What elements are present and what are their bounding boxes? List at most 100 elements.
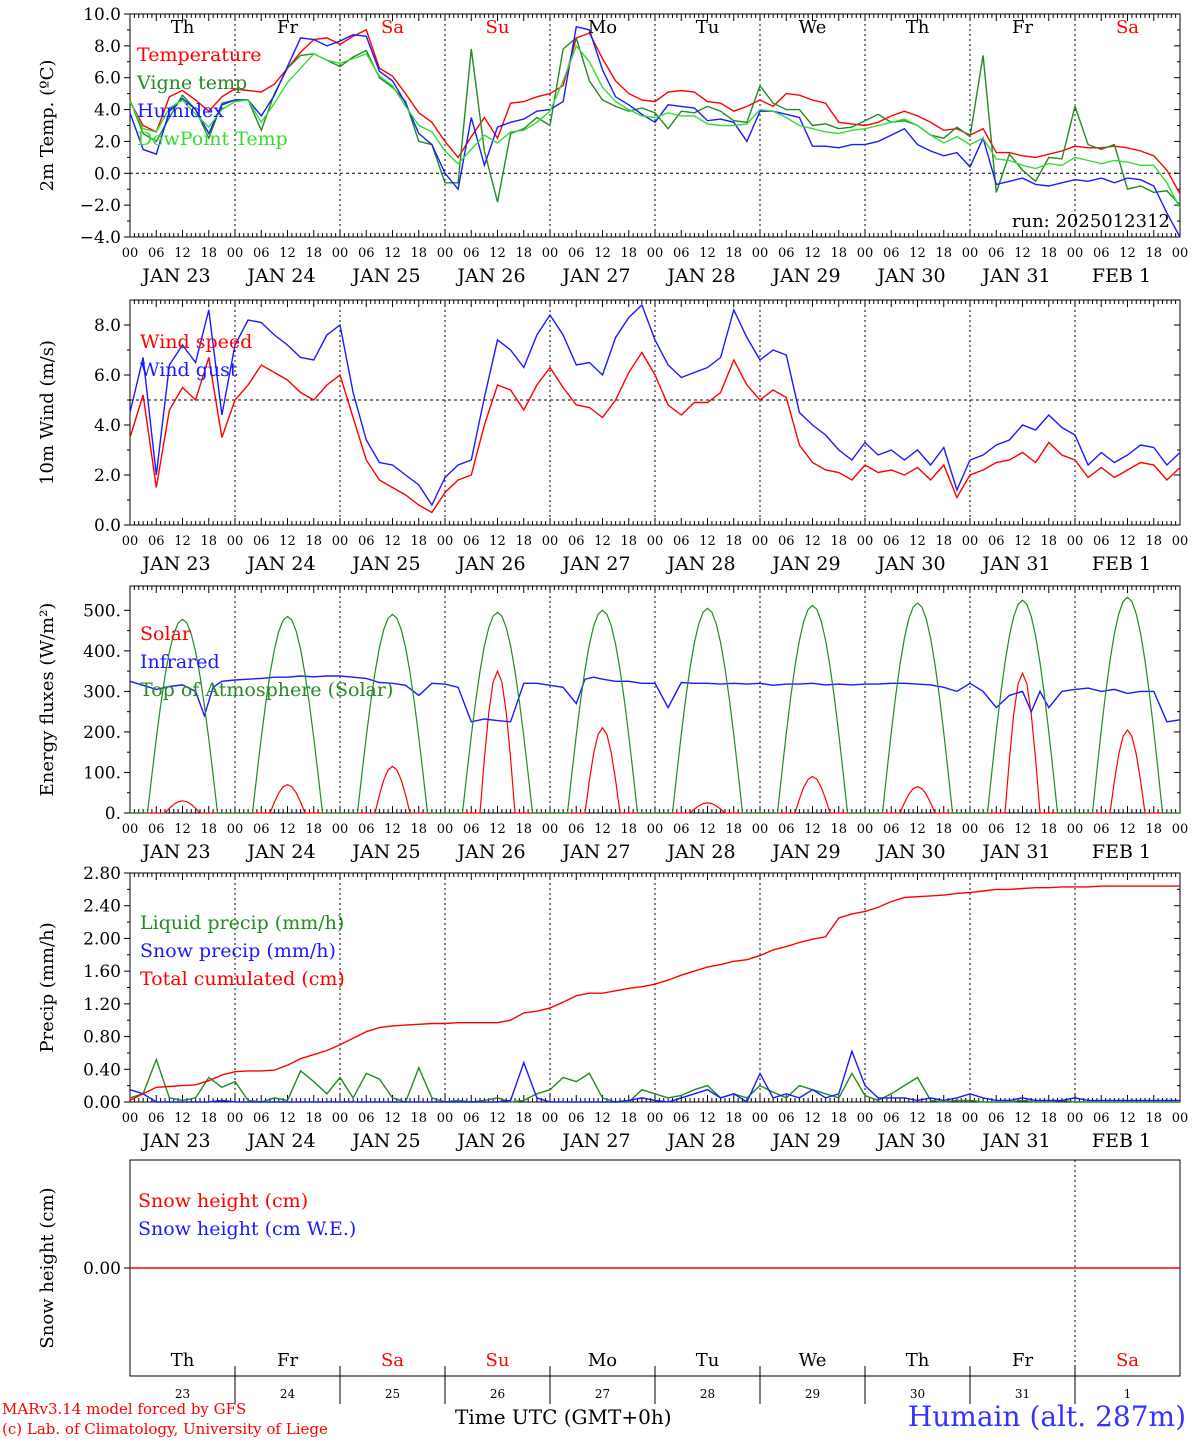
hour-label: 12 bbox=[804, 534, 821, 549]
weekday-label: Th bbox=[906, 17, 930, 38]
hour-label: 18 bbox=[305, 246, 322, 261]
hour-label: 12 bbox=[489, 1111, 506, 1126]
hour-label: 12 bbox=[174, 1111, 191, 1126]
hour-label: 06 bbox=[253, 246, 270, 261]
series-line bbox=[129, 25, 1181, 238]
hour-label: 00 bbox=[647, 534, 664, 549]
hour-label: 00 bbox=[857, 822, 874, 837]
hour-label: 06 bbox=[463, 534, 480, 549]
hour-label: 12 bbox=[174, 246, 191, 261]
y-tick-label: 200. bbox=[83, 723, 121, 743]
hour-label: 06 bbox=[358, 822, 375, 837]
hour-label: 06 bbox=[988, 246, 1005, 261]
hour-label: 18 bbox=[830, 1111, 847, 1126]
hour-label: 18 bbox=[620, 246, 637, 261]
y-axis-label: 10m Wind (m/s) bbox=[37, 340, 58, 485]
legend-entry: Solar bbox=[140, 623, 192, 645]
series-line bbox=[129, 28, 1181, 195]
hour-label: 00 bbox=[1067, 534, 1084, 549]
lab-credit: (c) Lab. of Climatology, University of L… bbox=[2, 1420, 328, 1438]
hour-label: 12 bbox=[384, 246, 401, 261]
hour-label: 12 bbox=[804, 1111, 821, 1126]
hour-label: 18 bbox=[830, 246, 847, 261]
hour-label: 00 bbox=[1172, 822, 1189, 837]
hour-label: 12 bbox=[909, 246, 926, 261]
hour-label: 12 bbox=[1014, 822, 1031, 837]
hour-label: 12 bbox=[279, 534, 296, 549]
hour-label: 00 bbox=[542, 534, 559, 549]
hour-label: 00 bbox=[437, 246, 454, 261]
hour-label: 06 bbox=[568, 246, 585, 261]
y-tick-label: 6.0 bbox=[94, 69, 121, 89]
hour-label: 18 bbox=[725, 246, 742, 261]
y-tick-label: 0.0 bbox=[94, 164, 121, 184]
hour-label: 18 bbox=[620, 1111, 637, 1126]
weekday-label: Th bbox=[171, 17, 195, 38]
hour-label: 00 bbox=[332, 534, 349, 549]
weekday-label: Tu bbox=[696, 1350, 720, 1371]
weekday-label: Fr bbox=[1012, 1350, 1033, 1371]
day-label: JAN 27 bbox=[560, 265, 630, 287]
hour-label: 06 bbox=[463, 822, 480, 837]
y-tick-label: 2.0 bbox=[94, 466, 121, 486]
hour-label: 00 bbox=[857, 246, 874, 261]
hour-label: 00 bbox=[542, 246, 559, 261]
hour-label: 18 bbox=[620, 534, 637, 549]
day-label: JAN 25 bbox=[350, 265, 420, 287]
y-tick-label: 0.00 bbox=[83, 1259, 121, 1279]
day-number: 31 bbox=[1015, 1387, 1030, 1401]
legend-entry: Snow height (cm W.E.) bbox=[138, 1218, 356, 1240]
hour-label: 06 bbox=[883, 246, 900, 261]
day-number: 24 bbox=[280, 1387, 296, 1401]
hour-label: 00 bbox=[647, 246, 664, 261]
day-number: 1 bbox=[1124, 1387, 1132, 1401]
y-axis-label: Energy fluxes (W/m²) bbox=[37, 603, 58, 797]
hour-label: 18 bbox=[620, 822, 637, 837]
hour-label: 12 bbox=[909, 534, 926, 549]
day-label: JAN 23 bbox=[140, 1130, 210, 1152]
hour-label: 06 bbox=[253, 534, 270, 549]
weekday-label: Th bbox=[171, 1350, 195, 1371]
hour-label: 06 bbox=[463, 1111, 480, 1126]
hour-label: 06 bbox=[463, 246, 480, 261]
legend-entry: Infrared bbox=[140, 651, 220, 673]
day-label: JAN 23 bbox=[140, 265, 210, 287]
hour-label: 18 bbox=[1145, 1111, 1162, 1126]
y-tick-label: −2.0 bbox=[80, 196, 121, 216]
series-line bbox=[129, 885, 1180, 1102]
hour-label: 12 bbox=[279, 822, 296, 837]
hour-label: 06 bbox=[253, 1111, 270, 1126]
hour-label: 18 bbox=[515, 1111, 532, 1126]
hour-label: 18 bbox=[935, 1111, 952, 1126]
day-label: JAN 31 bbox=[980, 265, 1050, 287]
hour-label: 18 bbox=[1145, 534, 1162, 549]
hour-label: 06 bbox=[1093, 822, 1110, 837]
hour-label: 06 bbox=[1093, 246, 1110, 261]
y-tick-label: 6.0 bbox=[94, 366, 121, 386]
weekday-label: Su bbox=[486, 17, 510, 38]
weekday-label: We bbox=[799, 17, 827, 38]
hour-label: 18 bbox=[1145, 822, 1162, 837]
weekday-label: Su bbox=[486, 1350, 510, 1371]
day-label: JAN 26 bbox=[455, 553, 525, 575]
hour-label: 12 bbox=[594, 534, 611, 549]
hour-label: 00 bbox=[1172, 534, 1189, 549]
hour-label: 00 bbox=[122, 1111, 139, 1126]
hour-label: 00 bbox=[962, 1111, 979, 1126]
hour-label: 18 bbox=[515, 534, 532, 549]
day-number: 25 bbox=[385, 1387, 400, 1401]
hour-label: 06 bbox=[673, 246, 690, 261]
weekday-label: Sa bbox=[381, 17, 404, 38]
hour-label: 12 bbox=[699, 246, 716, 261]
hour-label: 18 bbox=[1040, 822, 1057, 837]
series-line bbox=[129, 36, 1181, 206]
weekday-label: Th bbox=[906, 1350, 930, 1371]
y-tick-label: 4.0 bbox=[94, 101, 121, 121]
x-axis-title: Time UTC (GMT+0h) bbox=[455, 1405, 672, 1429]
hour-label: 18 bbox=[1145, 246, 1162, 261]
day-label: JAN 28 bbox=[665, 1130, 735, 1152]
hour-label: 06 bbox=[568, 822, 585, 837]
hour-label: 18 bbox=[515, 822, 532, 837]
hour-label: 00 bbox=[962, 534, 979, 549]
hour-label: 00 bbox=[962, 822, 979, 837]
